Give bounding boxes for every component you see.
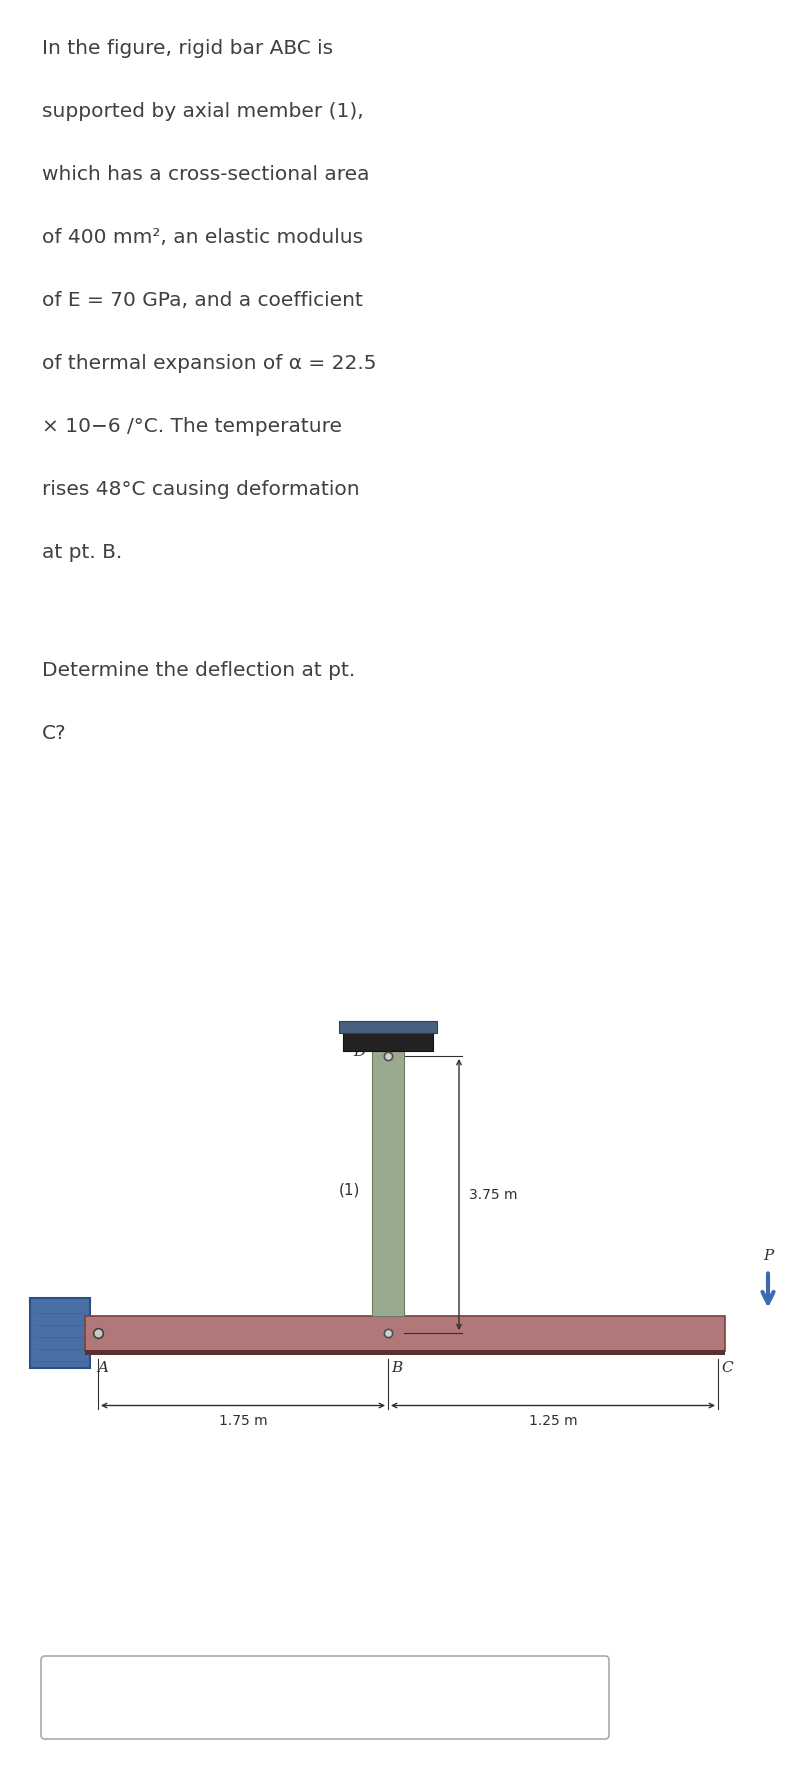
Text: Determine the deflection at pt.: Determine the deflection at pt.	[42, 661, 356, 679]
Bar	[85, 1351, 725, 1355]
Text: C: C	[721, 1360, 733, 1374]
Bar	[85, 1316, 725, 1351]
Text: 1.75 m: 1.75 m	[219, 1413, 268, 1427]
Bar	[372, 1050, 404, 1316]
Text: × 10−6 /°C. The temperature: × 10−6 /°C. The temperature	[42, 417, 342, 436]
Text: 1.25 m: 1.25 m	[529, 1413, 578, 1427]
Text: C?: C?	[42, 723, 66, 743]
Text: which has a cross-sectional area: which has a cross-sectional area	[42, 165, 369, 184]
Text: (1): (1)	[339, 1183, 360, 1197]
Text: P: P	[763, 1248, 773, 1262]
Text: of 400 mm², an elastic modulus: of 400 mm², an elastic modulus	[42, 229, 363, 246]
Bar	[30, 1298, 90, 1369]
Text: B: B	[391, 1360, 402, 1374]
Text: at pt. B.: at pt. B.	[42, 543, 122, 562]
FancyBboxPatch shape	[41, 1656, 609, 1739]
Text: D: D	[352, 1044, 365, 1058]
Text: rises 48°C causing deformation: rises 48°C causing deformation	[42, 480, 360, 498]
Bar	[343, 1034, 433, 1051]
Bar	[339, 1021, 437, 1034]
Text: supported by axial member (1),: supported by axial member (1),	[42, 101, 364, 121]
Text: of E = 70 GPa, and a coefficient: of E = 70 GPa, and a coefficient	[42, 291, 363, 310]
Text: of thermal expansion of α = 22.5: of thermal expansion of α = 22.5	[42, 355, 376, 372]
Text: In the figure, rigid bar ABC is: In the figure, rigid bar ABC is	[42, 39, 333, 59]
Text: A: A	[97, 1360, 108, 1374]
Text: 3.75 m: 3.75 m	[469, 1188, 518, 1202]
